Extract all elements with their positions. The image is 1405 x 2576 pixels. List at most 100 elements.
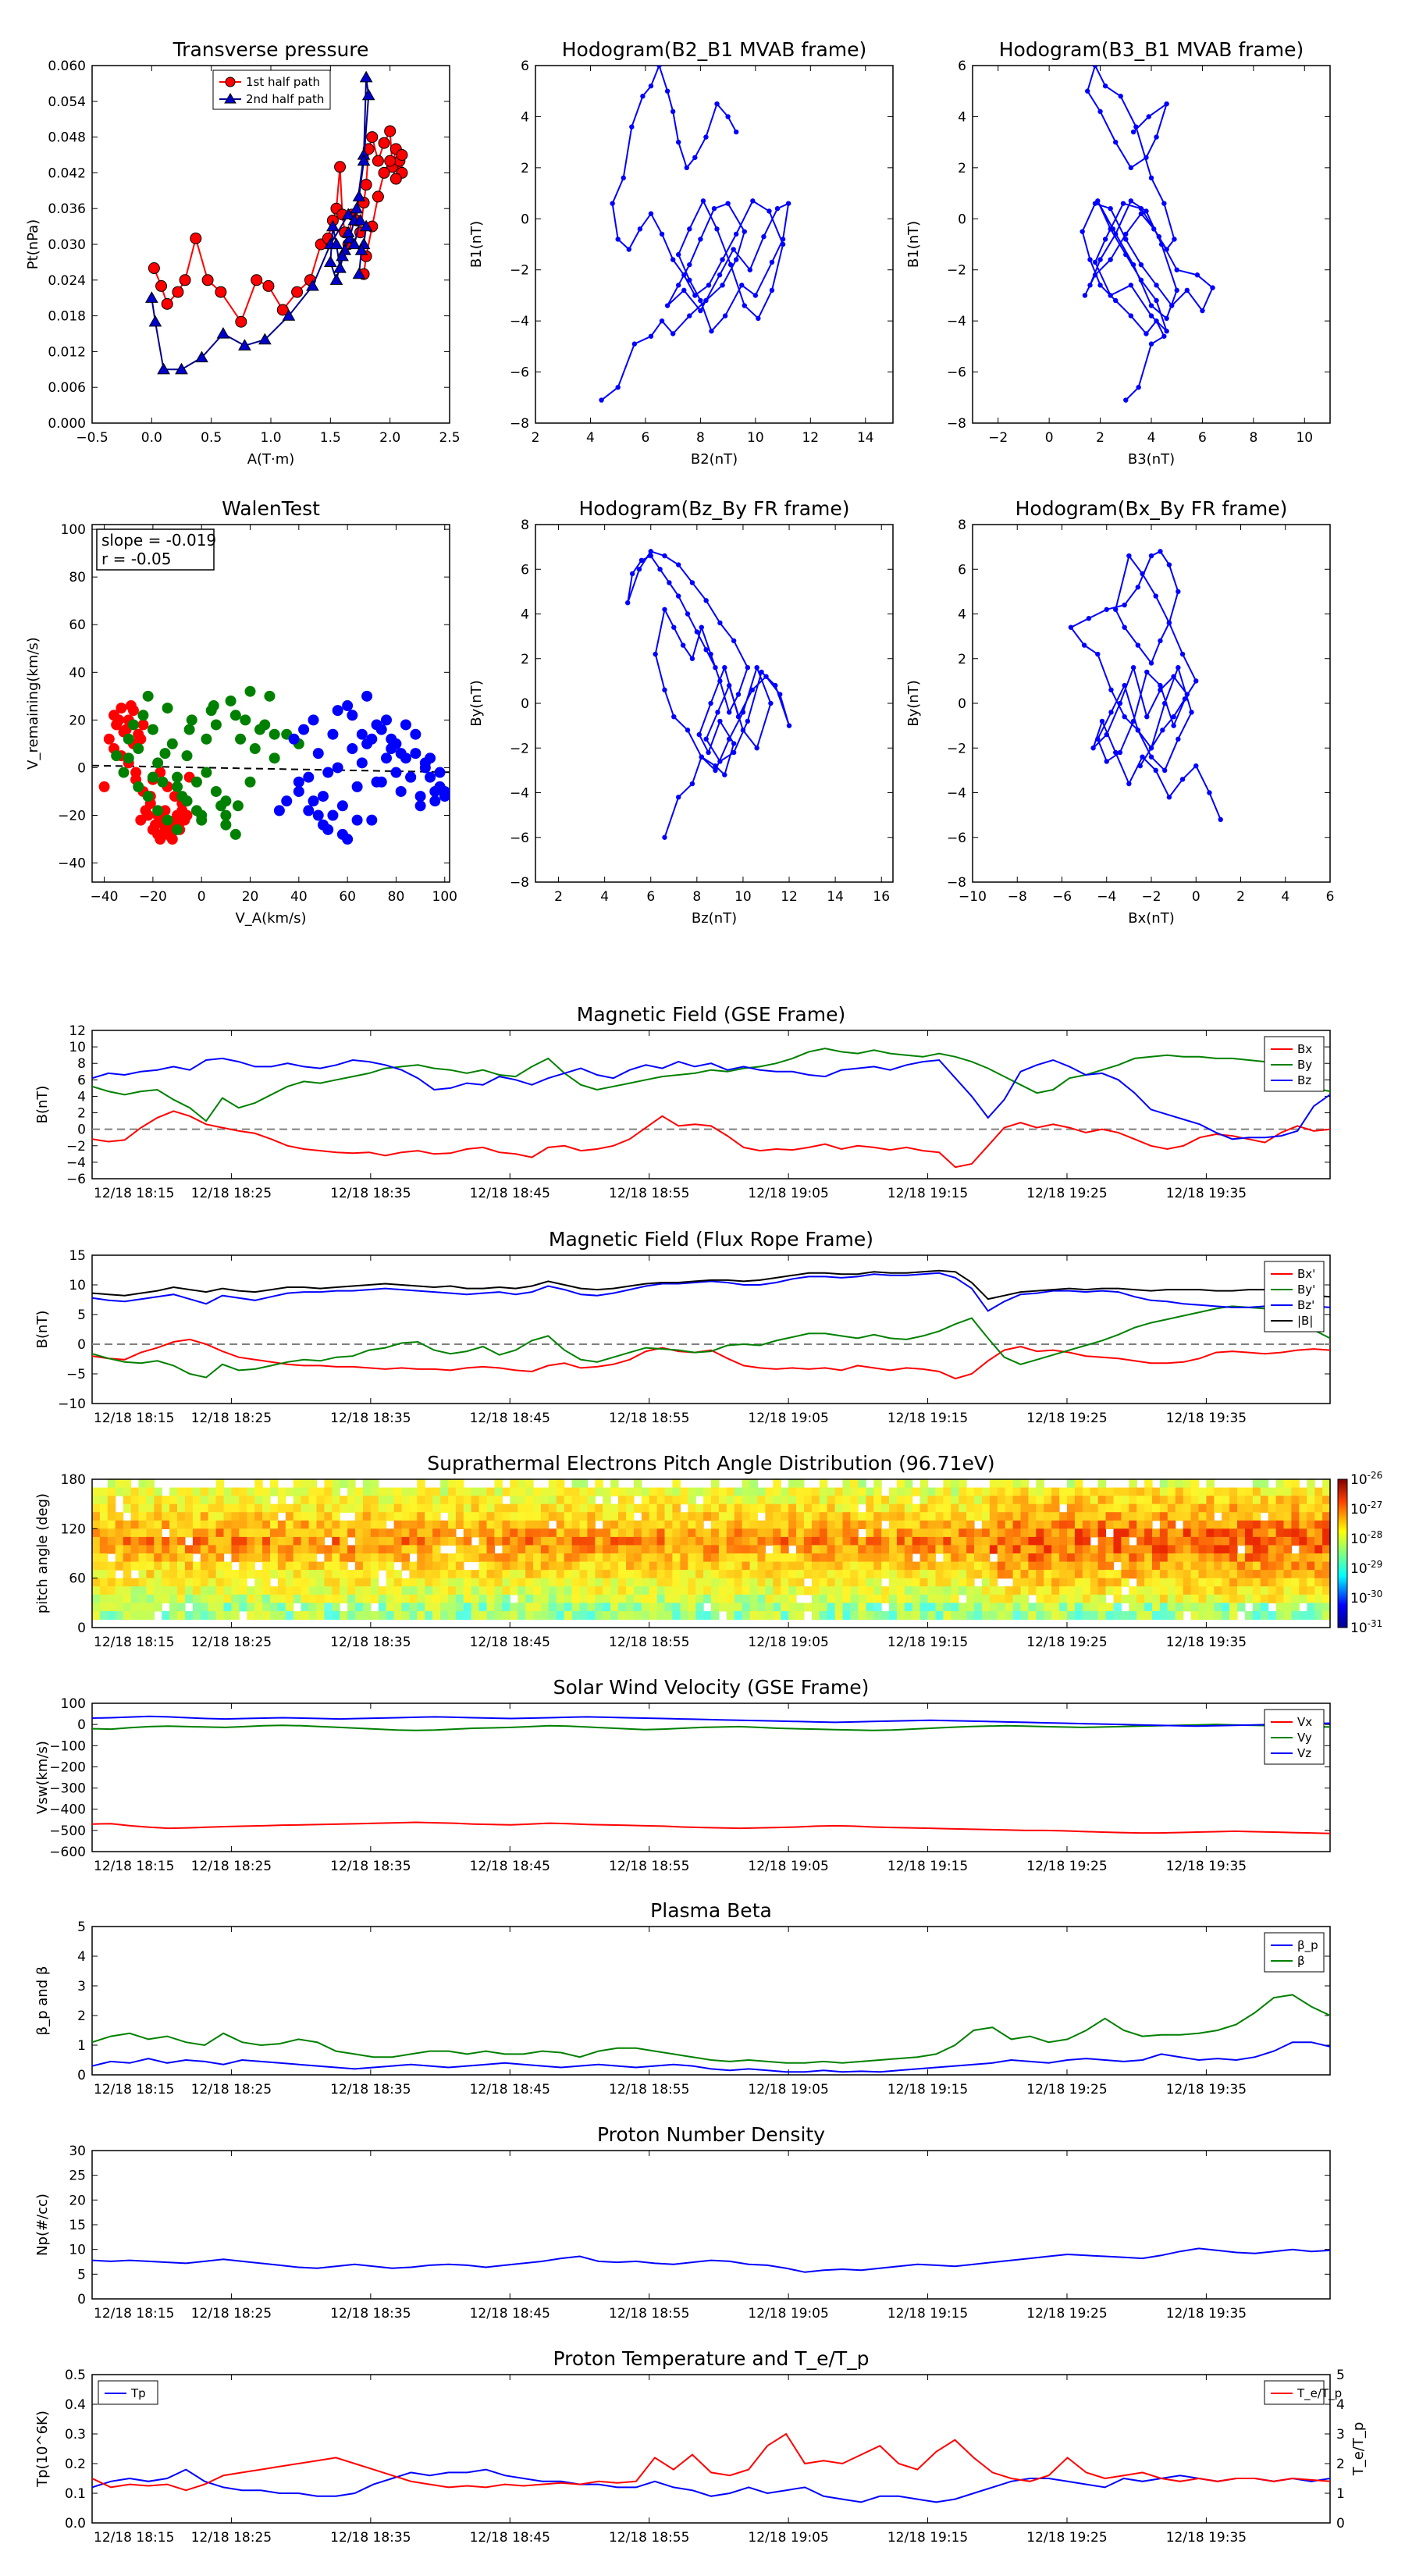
pad-cell <box>1229 1594 1238 1603</box>
p6-point <box>1193 678 1199 684</box>
pad-cell <box>146 1479 155 1489</box>
pad-cell <box>788 1487 797 1496</box>
p9-colorbar-label: 10-31 <box>1350 1618 1382 1636</box>
p5-series-0-line <box>627 550 790 838</box>
pad-cell <box>649 1561 658 1571</box>
p5-point <box>763 674 769 679</box>
pad-cell <box>959 1603 967 1612</box>
pad-cell <box>626 1545 635 1554</box>
pad-cell <box>301 1528 310 1538</box>
pad-cell <box>1097 1603 1107 1612</box>
pad-cell <box>904 1536 913 1546</box>
p1-point <box>341 226 355 237</box>
p1-point <box>157 362 170 375</box>
p4-point <box>366 814 378 826</box>
pad-cell <box>796 1570 805 1579</box>
pad-cell <box>966 1496 975 1505</box>
p1-chart: Transverse pressure−0.5 0.0 0.5 1.0 1.5 2.0 2.… <box>25 38 461 468</box>
pad-cell <box>649 1586 658 1596</box>
pad-cell <box>757 1570 766 1579</box>
pad-cell <box>1051 1496 1060 1505</box>
p5-xtick-label: 6 <box>646 889 655 905</box>
pad-cell <box>579 1536 588 1546</box>
pad-cell <box>254 1578 263 1587</box>
pad-cell <box>1175 1536 1184 1546</box>
p5-point <box>717 718 723 724</box>
pad-cell <box>664 1496 673 1505</box>
pad-cell <box>1299 1553 1307 1563</box>
pad-cell <box>154 1520 162 1529</box>
pad-cell <box>649 1528 658 1538</box>
pad-cell <box>587 1528 596 1538</box>
pad-cell <box>773 1578 781 1587</box>
pad-cell <box>571 1479 581 1489</box>
p5-point <box>713 763 718 769</box>
p1-xtick-label: 1.0 <box>260 430 281 446</box>
p1-point <box>172 286 184 298</box>
pad-cell <box>935 1528 944 1538</box>
pad-cell <box>1175 1503 1184 1513</box>
pad-cell <box>208 1586 217 1596</box>
pad-cell <box>1082 1496 1091 1505</box>
pad-cell <box>1082 1512 1091 1521</box>
pad-cell <box>626 1570 635 1579</box>
pad-cell <box>788 1586 797 1596</box>
pad-cell <box>417 1536 425 1546</box>
p4-point <box>414 791 426 802</box>
pad-cell <box>866 1512 874 1521</box>
p2-xtick-label: 14 <box>857 430 874 446</box>
pad-cell <box>525 1553 534 1563</box>
p13-xtick-label: 12/18 18:45 <box>470 2530 550 2546</box>
pad-cell <box>811 1603 820 1612</box>
pad-cell <box>618 1594 627 1603</box>
pad-cell <box>989 1545 998 1554</box>
pad-cell <box>1144 1479 1153 1489</box>
p1-point <box>215 286 227 298</box>
pad-cell <box>1074 1520 1083 1529</box>
pad-cell <box>154 1503 162 1513</box>
pad-cell <box>1144 1520 1153 1529</box>
pad-cell <box>1283 1487 1292 1496</box>
pad-cell <box>742 1578 751 1587</box>
pad-cell <box>1275 1561 1285 1571</box>
pad-cell <box>1044 1561 1052 1571</box>
pad-cell <box>417 1610 425 1621</box>
p4-point <box>111 750 123 762</box>
pad-cell <box>781 1536 789 1546</box>
pad-cell <box>618 1561 627 1571</box>
pad-cell <box>370 1487 379 1496</box>
pad-cell <box>711 1603 720 1612</box>
pad-cell <box>231 1512 240 1521</box>
pad-cell <box>215 1603 225 1612</box>
pad-cell <box>316 1496 325 1505</box>
pad-cell <box>858 1487 866 1496</box>
pad-cell <box>997 1610 1006 1621</box>
p11-series-β_p-line <box>92 2041 1330 2073</box>
p3-title: Hodogram(B3_B1 MVAB frame) <box>999 38 1304 61</box>
pad-cell <box>1121 1553 1129 1563</box>
pad-cell <box>873 1479 882 1489</box>
pad-cell <box>1229 1578 1238 1587</box>
pad-cell <box>1299 1503 1307 1513</box>
pad-cell <box>618 1603 627 1612</box>
pad-cell <box>610 1578 619 1587</box>
pad-cell <box>1105 1561 1114 1571</box>
pad-cell <box>239 1496 247 1505</box>
p7-ytick-label: −4 <box>66 1155 86 1171</box>
pad-cell <box>362 1520 372 1529</box>
p3-point <box>1144 208 1149 214</box>
pad-cell <box>1206 1520 1215 1529</box>
pad-cell <box>1082 1586 1091 1596</box>
p3-point <box>1123 237 1129 242</box>
p6-point <box>1179 651 1186 657</box>
pad-cell <box>656 1545 666 1554</box>
pad-cell <box>1206 1512 1215 1521</box>
pad-cell <box>1129 1487 1137 1496</box>
pad-cell <box>393 1610 403 1621</box>
p4-title: WalenTest <box>222 497 320 520</box>
p4-point <box>351 814 363 826</box>
pad-cell <box>1121 1520 1129 1529</box>
pad-cell <box>1291 1520 1300 1529</box>
pad-cell <box>239 1503 247 1513</box>
pad-cell <box>1012 1570 1022 1579</box>
